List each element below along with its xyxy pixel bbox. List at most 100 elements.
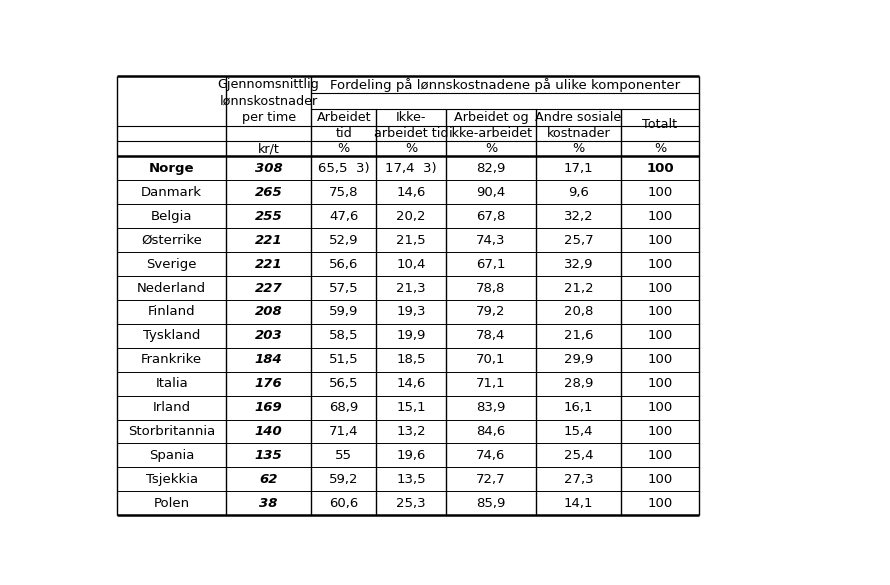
Text: 14,6: 14,6 bbox=[396, 377, 425, 390]
Text: Polen: Polen bbox=[154, 497, 190, 510]
Text: 18,5: 18,5 bbox=[396, 353, 426, 366]
Text: 227: 227 bbox=[255, 281, 282, 294]
Text: 100: 100 bbox=[647, 353, 673, 366]
Text: 140: 140 bbox=[255, 425, 282, 438]
Text: 29,9: 29,9 bbox=[564, 353, 594, 366]
Text: 83,9: 83,9 bbox=[476, 401, 506, 414]
Text: 71,1: 71,1 bbox=[476, 377, 506, 390]
Text: 60,6: 60,6 bbox=[329, 497, 359, 510]
Text: 255: 255 bbox=[255, 210, 282, 223]
Text: 169: 169 bbox=[255, 401, 282, 414]
Text: Frankrike: Frankrike bbox=[142, 353, 202, 366]
Text: 9,6: 9,6 bbox=[568, 186, 589, 199]
Text: %: % bbox=[337, 142, 350, 155]
Text: 100: 100 bbox=[647, 497, 673, 510]
Text: 72,7: 72,7 bbox=[476, 473, 506, 486]
Text: 78,8: 78,8 bbox=[476, 281, 506, 294]
Text: 100: 100 bbox=[647, 281, 673, 294]
Text: 100: 100 bbox=[647, 186, 673, 199]
Text: 75,8: 75,8 bbox=[329, 186, 359, 199]
Text: 208: 208 bbox=[255, 305, 282, 318]
Text: 85,9: 85,9 bbox=[476, 497, 506, 510]
Text: 67,8: 67,8 bbox=[476, 210, 506, 223]
Text: 55: 55 bbox=[336, 449, 352, 462]
Text: kostnader: kostnader bbox=[546, 127, 611, 140]
Text: 56,6: 56,6 bbox=[329, 257, 359, 271]
Text: 100: 100 bbox=[646, 162, 674, 175]
Text: 100: 100 bbox=[647, 449, 673, 462]
Text: 74,3: 74,3 bbox=[476, 233, 506, 247]
Text: 71,4: 71,4 bbox=[329, 425, 359, 438]
Text: %: % bbox=[485, 142, 498, 155]
Text: per time: per time bbox=[241, 111, 295, 123]
Text: 100: 100 bbox=[647, 257, 673, 271]
Text: 27,3: 27,3 bbox=[563, 473, 594, 486]
Text: Arbeidet: Arbeidet bbox=[317, 111, 371, 123]
Text: 13,5: 13,5 bbox=[396, 473, 426, 486]
Text: 52,9: 52,9 bbox=[329, 233, 359, 247]
Text: Andre sosiale: Andre sosiale bbox=[536, 111, 622, 123]
Text: 56,5: 56,5 bbox=[329, 377, 359, 390]
Text: Norge: Norge bbox=[149, 162, 194, 175]
Text: %: % bbox=[654, 142, 666, 155]
Text: 38: 38 bbox=[259, 497, 278, 510]
Text: 74,6: 74,6 bbox=[476, 449, 506, 462]
Text: Sverige: Sverige bbox=[147, 257, 197, 271]
Text: 67,1: 67,1 bbox=[476, 257, 506, 271]
Text: 100: 100 bbox=[647, 233, 673, 247]
Text: 78,4: 78,4 bbox=[476, 329, 506, 342]
Text: 308: 308 bbox=[255, 162, 282, 175]
Text: 65,5  3): 65,5 3) bbox=[318, 162, 369, 175]
Text: 25,4: 25,4 bbox=[564, 449, 594, 462]
Text: 100: 100 bbox=[647, 473, 673, 486]
Text: ikke-arbeidet: ikke-arbeidet bbox=[449, 127, 533, 140]
Text: 25,7: 25,7 bbox=[563, 233, 594, 247]
Text: 184: 184 bbox=[255, 353, 282, 366]
Text: Fordeling på lønnskostnadene på ulike komponenter: Fordeling på lønnskostnadene på ulike ko… bbox=[330, 78, 680, 92]
Text: 100: 100 bbox=[647, 377, 673, 390]
Text: 47,6: 47,6 bbox=[329, 210, 359, 223]
Text: 17,1: 17,1 bbox=[563, 162, 594, 175]
Text: Belgia: Belgia bbox=[151, 210, 192, 223]
Text: 16,1: 16,1 bbox=[564, 401, 594, 414]
Text: 19,6: 19,6 bbox=[396, 449, 425, 462]
Text: 20,8: 20,8 bbox=[564, 305, 594, 318]
Text: 10,4: 10,4 bbox=[396, 257, 425, 271]
Text: 221: 221 bbox=[255, 233, 282, 247]
Text: tid: tid bbox=[336, 127, 352, 140]
Text: kr/t: kr/t bbox=[257, 142, 279, 155]
Text: 51,5: 51,5 bbox=[329, 353, 359, 366]
Text: 32,2: 32,2 bbox=[563, 210, 594, 223]
Text: 25,3: 25,3 bbox=[396, 497, 426, 510]
Text: Arbeidet og: Arbeidet og bbox=[454, 111, 529, 123]
Text: 21,6: 21,6 bbox=[564, 329, 594, 342]
Text: 59,2: 59,2 bbox=[329, 473, 359, 486]
Text: 19,9: 19,9 bbox=[396, 329, 425, 342]
Text: 59,9: 59,9 bbox=[329, 305, 359, 318]
Text: Finland: Finland bbox=[148, 305, 196, 318]
Text: 82,9: 82,9 bbox=[476, 162, 506, 175]
Text: Gjennomsnittlig: Gjennomsnittlig bbox=[218, 78, 320, 91]
Text: Spania: Spania bbox=[149, 449, 194, 462]
Text: Tsjekkia: Tsjekkia bbox=[146, 473, 198, 486]
Text: 90,4: 90,4 bbox=[476, 186, 506, 199]
Text: 84,6: 84,6 bbox=[476, 425, 506, 438]
Text: 62: 62 bbox=[259, 473, 278, 486]
Text: Tyskland: Tyskland bbox=[143, 329, 200, 342]
Text: 15,4: 15,4 bbox=[564, 425, 594, 438]
Text: 14,1: 14,1 bbox=[564, 497, 594, 510]
Text: 28,9: 28,9 bbox=[564, 377, 594, 390]
Text: 17,4  3): 17,4 3) bbox=[385, 162, 437, 175]
Text: 15,1: 15,1 bbox=[396, 401, 426, 414]
Text: arbeidet tid: arbeidet tid bbox=[374, 127, 449, 140]
Text: 221: 221 bbox=[255, 257, 282, 271]
Text: Totalt: Totalt bbox=[643, 118, 677, 132]
Text: 100: 100 bbox=[647, 210, 673, 223]
Text: 100: 100 bbox=[647, 329, 673, 342]
Text: Danmark: Danmark bbox=[142, 186, 202, 199]
Text: 79,2: 79,2 bbox=[476, 305, 506, 318]
Text: 265: 265 bbox=[255, 186, 282, 199]
Text: 100: 100 bbox=[647, 401, 673, 414]
Text: 70,1: 70,1 bbox=[476, 353, 506, 366]
Text: 57,5: 57,5 bbox=[329, 281, 359, 294]
